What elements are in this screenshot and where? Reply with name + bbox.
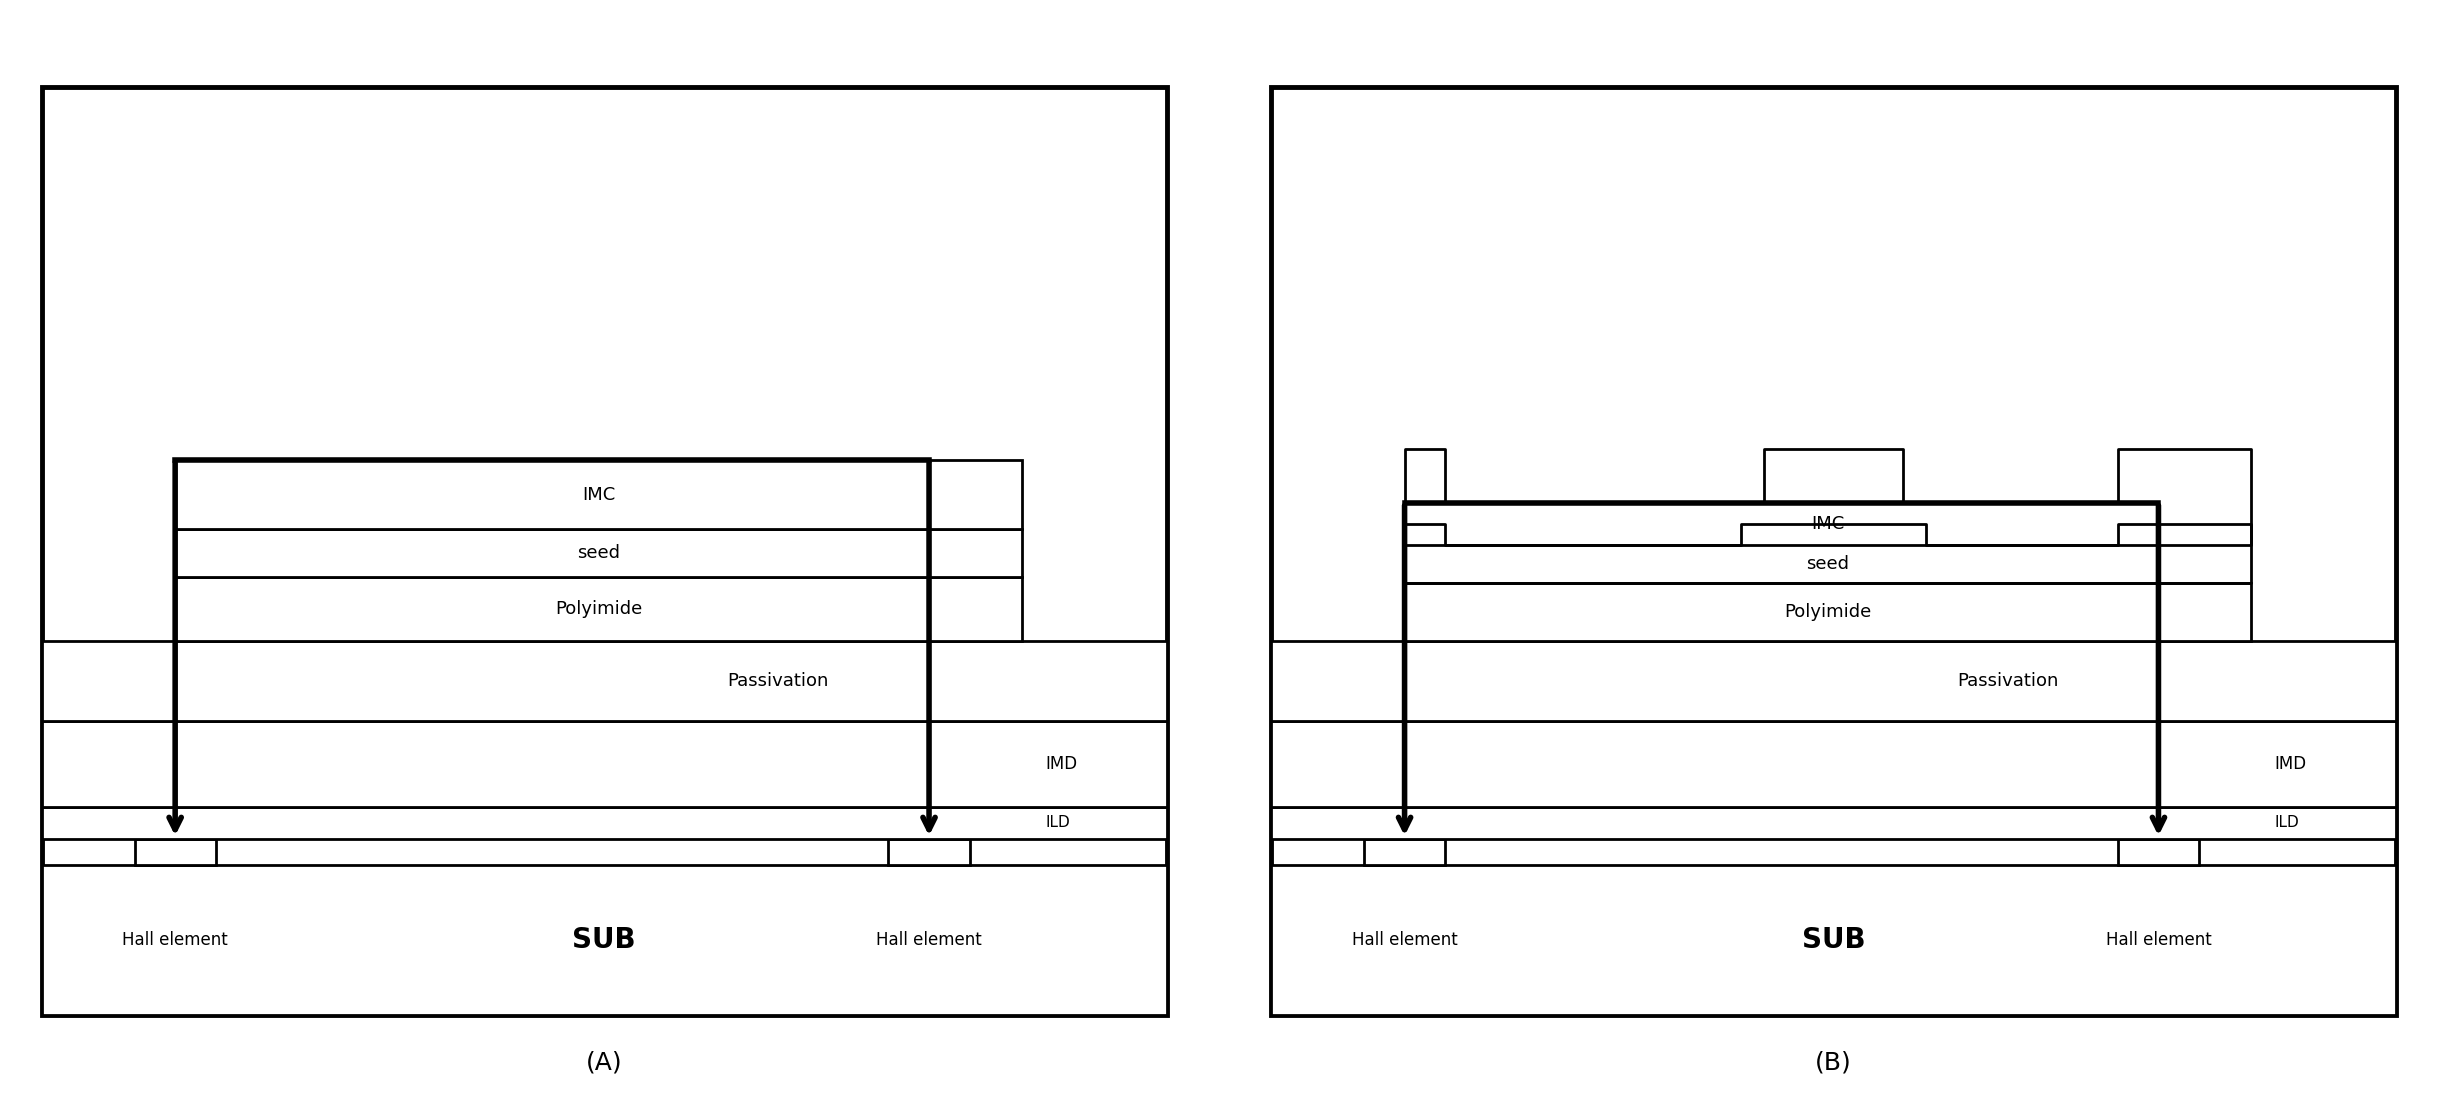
- Text: Polyimide: Polyimide: [1785, 603, 1872, 621]
- Bar: [41, 87, 1168, 1014]
- Text: Hall element: Hall element: [2106, 931, 2211, 949]
- Text: seed: seed: [1807, 554, 1850, 573]
- Text: (B): (B): [1816, 1051, 1853, 1074]
- Text: Hall element: Hall element: [1351, 931, 1458, 949]
- Text: IMC: IMC: [1811, 514, 1846, 533]
- Text: Hall element: Hall element: [122, 931, 229, 949]
- Text: IMD: IMD: [2275, 754, 2306, 773]
- Bar: [41, 807, 1168, 839]
- Bar: [1270, 721, 2397, 807]
- Bar: [176, 529, 1022, 578]
- Text: ILD: ILD: [2275, 815, 2299, 830]
- Text: ILD: ILD: [1046, 815, 1070, 830]
- Text: Polyimide: Polyimide: [556, 600, 641, 619]
- Text: SUB: SUB: [1802, 925, 1865, 954]
- Bar: [1270, 807, 2397, 839]
- Bar: [176, 460, 1022, 529]
- Bar: [1363, 839, 1446, 865]
- Bar: [41, 865, 1168, 1014]
- Bar: [41, 721, 1168, 807]
- Text: SUB: SUB: [573, 925, 636, 954]
- Bar: [2119, 839, 2199, 865]
- Polygon shape: [1404, 524, 2250, 582]
- Bar: [1270, 87, 2397, 1014]
- Bar: [134, 839, 215, 865]
- Bar: [176, 578, 1022, 641]
- Text: Passivation: Passivation: [1958, 672, 2058, 690]
- Bar: [41, 641, 1168, 721]
- Bar: [887, 839, 970, 865]
- Bar: [1270, 641, 2397, 721]
- Polygon shape: [1404, 449, 2250, 546]
- Text: seed: seed: [578, 544, 619, 562]
- Text: Passivation: Passivation: [727, 672, 829, 690]
- Text: (A): (A): [585, 1051, 622, 1074]
- Text: IMD: IMD: [1046, 754, 1078, 773]
- Text: Hall element: Hall element: [875, 931, 983, 949]
- Bar: [1270, 865, 2397, 1014]
- Text: IMC: IMC: [583, 486, 614, 503]
- Bar: [1404, 582, 2250, 641]
